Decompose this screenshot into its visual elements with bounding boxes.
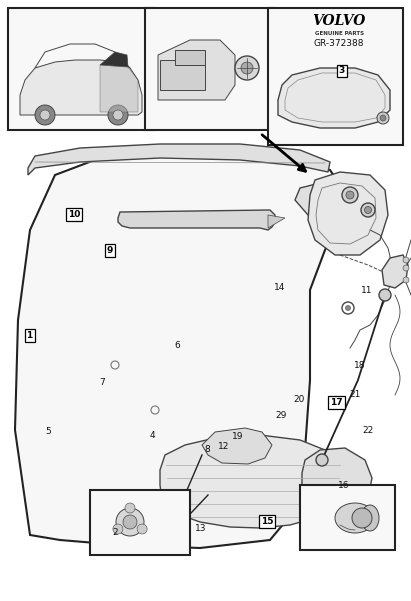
Text: 4: 4	[149, 431, 155, 439]
Circle shape	[40, 110, 50, 120]
Text: 17: 17	[330, 398, 343, 407]
Text: 14: 14	[274, 283, 285, 291]
Polygon shape	[308, 172, 388, 255]
Polygon shape	[15, 152, 345, 548]
Text: 11: 11	[361, 287, 372, 295]
Bar	[145, 8, 275, 130]
Text: 10: 10	[68, 210, 80, 219]
Polygon shape	[100, 65, 138, 112]
Bar	[175, 50, 205, 65]
Text: 6: 6	[175, 341, 180, 350]
Circle shape	[403, 277, 409, 283]
Text: 21: 21	[349, 390, 360, 398]
Bar	[8, 8, 155, 130]
Ellipse shape	[361, 505, 379, 531]
Text: 13: 13	[195, 524, 206, 532]
Text: 5: 5	[46, 427, 51, 436]
Circle shape	[116, 508, 144, 536]
Text: 20: 20	[293, 395, 305, 403]
Circle shape	[352, 508, 372, 528]
Polygon shape	[278, 68, 390, 128]
Circle shape	[342, 187, 358, 203]
Text: 12: 12	[218, 442, 230, 451]
Circle shape	[403, 257, 409, 263]
Polygon shape	[295, 183, 345, 220]
Bar	[300, 485, 395, 550]
Bar	[160, 60, 205, 90]
Polygon shape	[382, 255, 408, 288]
Circle shape	[365, 207, 372, 213]
Text: 22: 22	[363, 426, 374, 435]
Polygon shape	[100, 52, 128, 67]
Text: 2: 2	[112, 528, 118, 537]
Text: 8: 8	[204, 445, 210, 454]
Circle shape	[403, 265, 409, 271]
Ellipse shape	[335, 503, 375, 533]
Text: 15: 15	[261, 517, 273, 526]
Circle shape	[35, 105, 55, 125]
Text: GENUINE PARTS: GENUINE PARTS	[314, 31, 364, 35]
Text: 3: 3	[339, 67, 345, 75]
Text: 19: 19	[232, 432, 243, 441]
Circle shape	[377, 112, 389, 124]
Circle shape	[113, 110, 123, 120]
Polygon shape	[158, 40, 235, 100]
Text: 29: 29	[275, 412, 287, 420]
Circle shape	[379, 289, 391, 301]
Circle shape	[241, 62, 253, 74]
Text: GR-372388: GR-372388	[314, 38, 364, 47]
Polygon shape	[268, 215, 285, 228]
Text: VOLVO: VOLVO	[312, 14, 366, 28]
Bar	[268, 8, 403, 145]
Circle shape	[125, 503, 135, 513]
Circle shape	[361, 203, 375, 217]
Text: 9: 9	[107, 246, 113, 255]
Text: 7: 7	[99, 378, 105, 386]
Circle shape	[113, 524, 123, 534]
Circle shape	[346, 191, 354, 199]
Text: 16: 16	[338, 481, 349, 490]
Circle shape	[235, 56, 259, 80]
Bar	[90, 490, 190, 555]
Polygon shape	[160, 435, 350, 528]
Polygon shape	[202, 428, 272, 464]
Polygon shape	[28, 144, 330, 175]
Text: 18: 18	[353, 361, 365, 370]
Circle shape	[123, 515, 137, 529]
Polygon shape	[20, 60, 142, 115]
Circle shape	[108, 105, 128, 125]
Circle shape	[316, 454, 328, 466]
Circle shape	[137, 524, 147, 534]
Polygon shape	[118, 210, 275, 230]
Text: 1: 1	[26, 331, 33, 340]
Polygon shape	[302, 448, 372, 512]
Circle shape	[346, 305, 351, 311]
Circle shape	[380, 115, 386, 121]
